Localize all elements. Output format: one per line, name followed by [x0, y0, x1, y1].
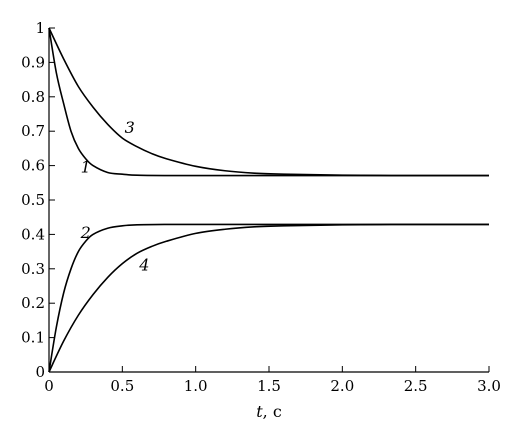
curve-labels: 1 2 3 4 — [80, 118, 150, 275]
series-line-1 — [48, 27, 489, 177]
y-tick-label: 0.8 — [21, 88, 45, 106]
x-axis-variable: t — [256, 402, 263, 421]
y-tick-label: 0.4 — [21, 225, 45, 243]
y-tick-label: 1 — [35, 19, 45, 37]
plot-frame — [48, 28, 489, 373]
x-tick-label: 0 — [44, 377, 54, 395]
x-axis-title: t, c — [256, 402, 282, 421]
x-tick-label: 0.5 — [110, 377, 134, 395]
series-group — [48, 27, 490, 373]
y-tick-label: 0.1 — [21, 329, 45, 347]
x-tick-label: 3.0 — [477, 377, 501, 395]
y-tick-label: 0.6 — [21, 157, 45, 175]
x-tick-label: 1.5 — [257, 377, 281, 395]
x-tick-label: 2.5 — [404, 377, 428, 395]
y-tick-label: 0 — [35, 363, 45, 381]
y-tick-label: 0.2 — [21, 294, 45, 312]
curve-label-4: 4 — [138, 256, 149, 275]
y-ticks: 0 0.1 0.2 0.3 0.4 0.5 0.6 0.7 0.8 0.9 1 — [21, 19, 55, 381]
y-tick-label: 0.7 — [21, 122, 45, 140]
curve-label-3: 3 — [125, 118, 135, 137]
x-tick-label: 2.0 — [330, 377, 354, 395]
x-tick-label: 1.0 — [184, 377, 208, 395]
y-tick-label: 0.9 — [21, 53, 45, 71]
y-tick-label: 0.5 — [21, 191, 45, 209]
series-line-4 — [48, 223, 490, 373]
series-line-3 — [48, 27, 490, 177]
curve-label-1: 1 — [81, 157, 91, 176]
x-axis-unit: , c — [263, 402, 282, 421]
curve-label-2: 2 — [80, 223, 91, 242]
y-tick-label: 0.3 — [21, 260, 45, 278]
series-line-2 — [48, 223, 489, 373]
x-ticks: 0 0.5 1.0 1.5 2.0 2.5 3.0 — [44, 366, 501, 395]
